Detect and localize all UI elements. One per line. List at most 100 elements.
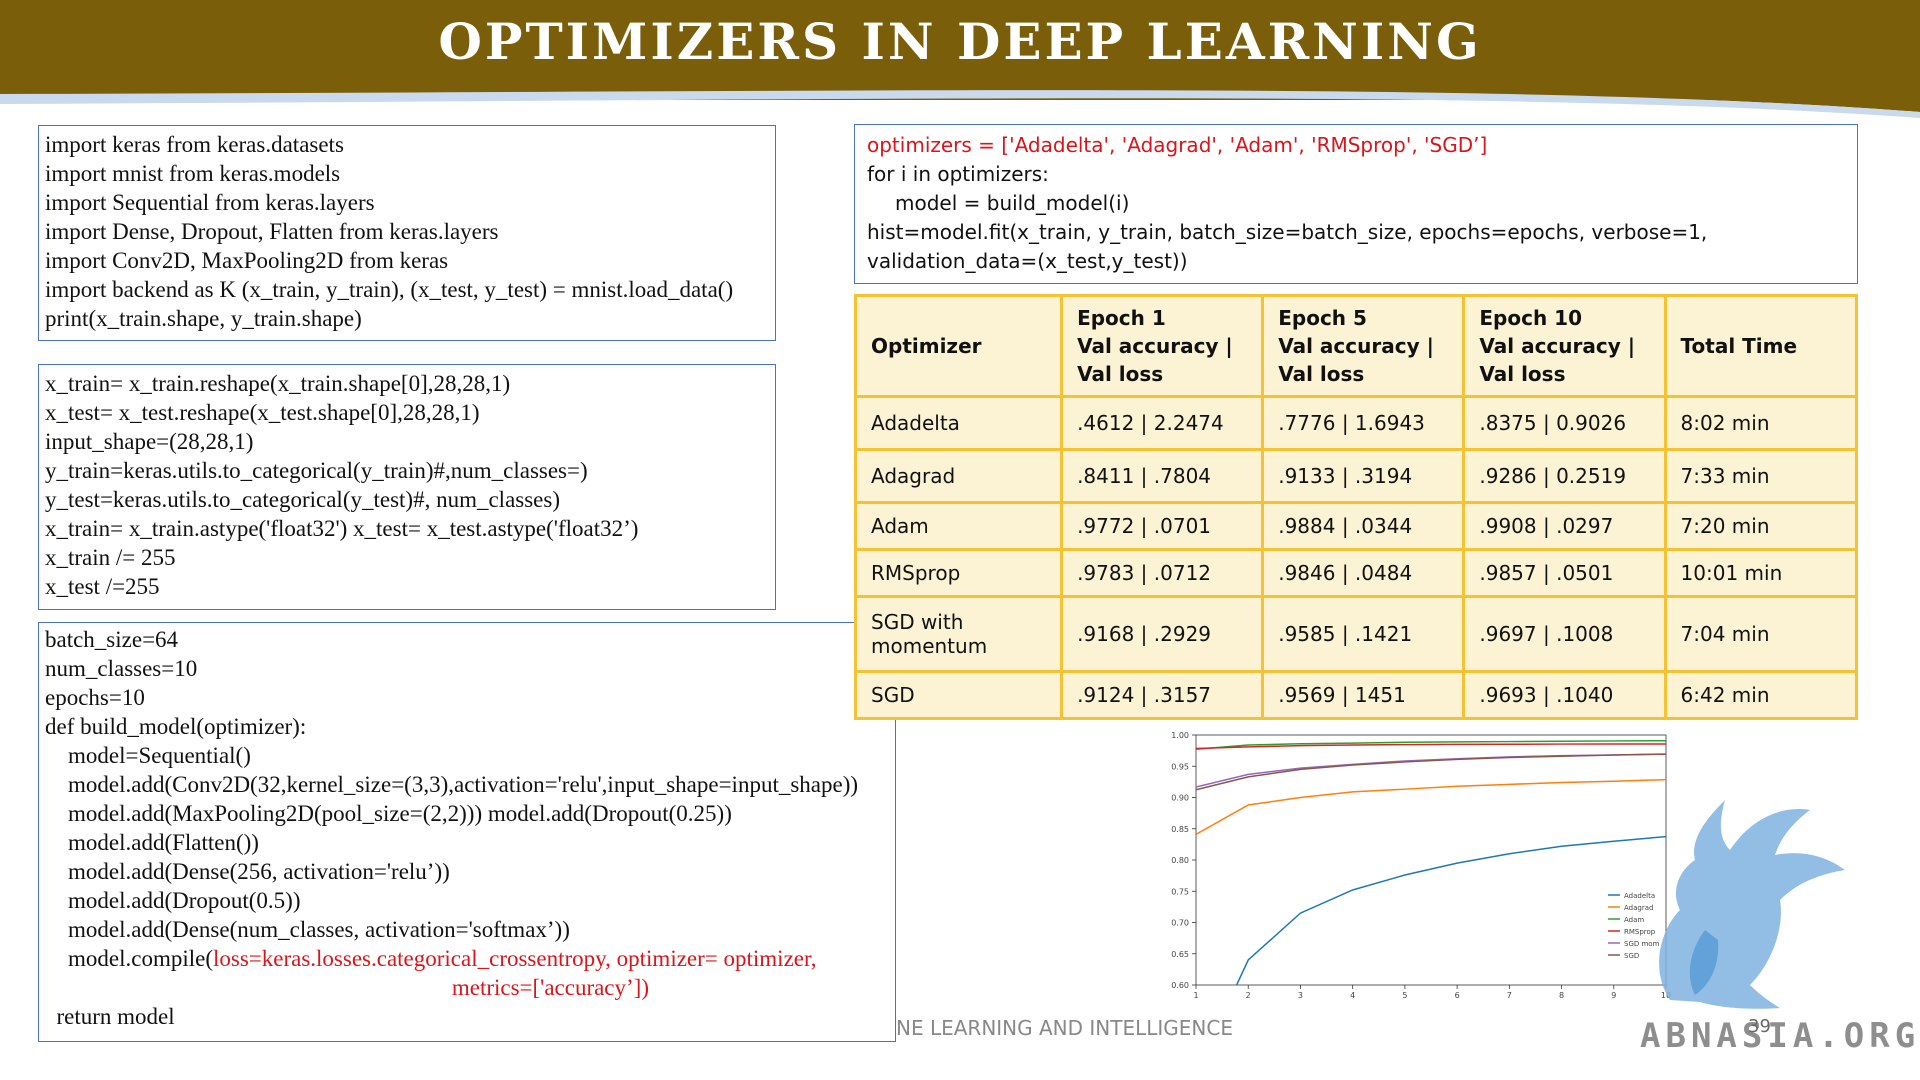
footer-text: NE LEARNING AND INTELLIGENCE <box>896 1016 1233 1040</box>
table-cell: 7:20 min <box>1663 501 1859 551</box>
y-tick-label: 1.00 <box>1171 731 1189 740</box>
code-line: print(x_train.shape, y_train.shape) <box>45 306 362 331</box>
table-row: Adadelta .4612 | 2.2474.7776 | 1.6943.837… <box>853 395 1859 451</box>
table-row: SGD with momentum .9168 | .2929.9585 | .1… <box>853 595 1859 673</box>
table-cell: .9693 | .1040 <box>1462 670 1667 720</box>
legend-label: Adam <box>1624 916 1644 924</box>
y-tick-label: 0.60 <box>1171 981 1189 990</box>
table-cell: .9846 | .0484 <box>1261 548 1466 598</box>
y-tick-label: 0.75 <box>1171 887 1189 896</box>
table-header-cell: Epoch 5 Val accuracy | Val loss <box>1261 294 1466 398</box>
code-line: model=Sequential() <box>45 743 251 768</box>
legend-label: RMSprop <box>1624 928 1656 936</box>
code-line: import backend as K (x_train, y_train), … <box>45 277 734 302</box>
code-line: x_test /=255 <box>45 574 160 599</box>
table-cell: Adadelta <box>853 395 1064 451</box>
code-line: x_train= x_train.astype('float32') x_tes… <box>45 516 639 541</box>
table-cell: .9697 | .1008 <box>1462 595 1667 673</box>
table-cell: .9124 | .3157 <box>1060 670 1265 720</box>
y-tick-label: 0.65 <box>1171 950 1189 959</box>
accuracy-line-chart: 0.60 0.65 0.70 0.75 0.80 0.85 0.90 0.95 1.00 1 2 3 4… <box>1171 731 1671 1000</box>
code-line: batch_size=64 <box>45 627 179 652</box>
table-cell: .9286 | 0.2519 <box>1462 448 1667 504</box>
table-header-cell: Total Time <box>1663 294 1859 398</box>
build-model-line: model = build_model(i) <box>895 191 1130 215</box>
compile-line-2: metrics=['accuracy’]) <box>45 973 889 1002</box>
table-cell: .9133 | .3194 <box>1261 448 1466 504</box>
code-line: def build_model(optimizer): <box>45 714 307 739</box>
x-tick-label: 1 <box>1193 991 1198 1000</box>
table-header-cell: Epoch 1 Val accuracy | Val loss <box>1060 294 1265 398</box>
table-cell: .9772 | .0701 <box>1060 501 1265 551</box>
table-cell: 7:33 min <box>1663 448 1859 504</box>
table-cell: RMSprop <box>853 548 1064 598</box>
table-cell: 10:01 min <box>1663 548 1859 598</box>
table-cell: .9585 | .1421 <box>1261 595 1466 673</box>
y-tick-label: 0.90 <box>1171 794 1189 803</box>
x-tick-label: 2 <box>1246 991 1251 1000</box>
table-header-row: Optimizer Epoch 1 Val accuracy | Val loss… <box>853 294 1859 398</box>
code-line: x_test= x_test.reshape(x_test.shape[0],2… <box>45 400 480 425</box>
legend-label: SGD <box>1624 952 1639 960</box>
table-cell: .9908 | .0297 <box>1462 501 1667 551</box>
optimizers-list-line: optimizers = ['Adadelta', 'Adagrad', 'Ad… <box>867 133 1488 157</box>
code-line: num_classes=10 <box>45 656 198 681</box>
code-line: model.add(Dense(256, activation='relu’)) <box>45 859 450 884</box>
compile-metrics: metrics=['accuracy’]) <box>451 975 649 1000</box>
x-tick-label: 5 <box>1402 991 1407 1000</box>
legend-label: Adadelta <box>1624 892 1655 900</box>
compile-args: loss=keras.losses.categorical_crossentro… <box>213 946 817 971</box>
table-cell: 7:04 min <box>1663 595 1859 673</box>
page-title: OPTIMIZERS IN DEEP LEARNING <box>438 12 1482 71</box>
code-line: y_train=keras.utils.to_categorical(y_tra… <box>45 458 588 483</box>
imports-code-box: import keras from keras.datasets import m… <box>38 125 776 341</box>
table-cell: .8375 | 0.9026 <box>1462 395 1667 451</box>
model-code-box: batch_size=64 num_classes=10 epochs=10 def … <box>38 622 896 1042</box>
code-line: x_train= x_train.reshape(x_train.shape[0… <box>45 371 511 396</box>
code-line: epochs=10 <box>45 685 145 710</box>
code-line: input_shape=(28,28,1) <box>45 429 254 454</box>
series-line-sgd <box>1196 753 1666 791</box>
y-tick-label: 0.80 <box>1171 856 1189 865</box>
x-tick-label: 8 <box>1559 991 1564 1000</box>
table-cell: .8411 | .7804 <box>1060 448 1265 504</box>
code-line: import Conv2D, MaxPooling2D from keras <box>45 248 449 273</box>
fit-line: hist=model.fit(x_train, y_train, batch_s… <box>867 220 1708 244</box>
series-line-adagrad <box>1196 778 1666 835</box>
validation-line: validation_data=(x_test,y_test)) <box>867 249 1188 273</box>
code-line: model.add(Dense(num_classes, activation=… <box>45 917 570 942</box>
x-tick-label: 7 <box>1507 991 1512 1000</box>
x-tick-label: 3 <box>1298 991 1303 1000</box>
series-line-adam <box>1196 740 1666 750</box>
table-header-cell: Optimizer <box>853 294 1064 398</box>
table-cell: .9783 | .0712 <box>1060 548 1265 598</box>
table-cell: .4612 | 2.2474 <box>1060 395 1265 451</box>
y-tick-label: 0.85 <box>1171 825 1189 834</box>
table-row: SGD .9124 | .3157.9569 | 1451.9693 | .104… <box>853 670 1859 720</box>
code-line: import mnist from keras.models <box>45 161 341 186</box>
table-header-cell: Epoch 10 Val accuracy | Val loss <box>1462 294 1667 398</box>
code-line: model.add(Conv2D(32,kernel_size=(3,3),ac… <box>45 772 859 797</box>
code-line: model.add(Dropout(0.5)) <box>45 888 301 913</box>
x-tick-label: 4 <box>1350 991 1355 1000</box>
optimizer-loop-code-box: optimizers = ['Adadelta', 'Adagrad', 'Ad… <box>854 124 1858 284</box>
table-row: RMSprop .9783 | .0712.9846 | .0484.9857 |… <box>853 548 1859 598</box>
x-tick-label: 9 <box>1611 991 1616 1000</box>
code-line: import keras from keras.datasets <box>45 132 344 157</box>
code-line: x_train /= 255 <box>45 545 176 570</box>
table-cell: Adagrad <box>853 448 1064 504</box>
code-line: import Sequential from keras.layers <box>45 190 375 215</box>
table-cell: .9569 | 1451 <box>1261 670 1466 720</box>
table-cell: .9168 | .2929 <box>1060 595 1265 673</box>
legend-label: Adagrad <box>1624 904 1653 912</box>
table-cell: SGD <box>853 670 1064 720</box>
code-line: model.add(MaxPooling2D(pool_size=(2,2)))… <box>45 801 732 826</box>
table-row: Adagrad .8411 | .7804.9133 | .3194.9286 |… <box>853 448 1859 504</box>
page-number: 39 <box>1748 1016 1771 1037</box>
compile-line: model.compile(loss=keras.losses.categori… <box>45 946 817 971</box>
return-line: return model <box>45 1004 175 1029</box>
table-cell: 8:02 min <box>1663 395 1859 451</box>
y-tick-label: 0.95 <box>1171 762 1189 771</box>
legend-label: SGD mom <box>1624 940 1660 948</box>
results-table: Optimizer Epoch 1 Val accuracy | Val loss… <box>853 294 1859 720</box>
